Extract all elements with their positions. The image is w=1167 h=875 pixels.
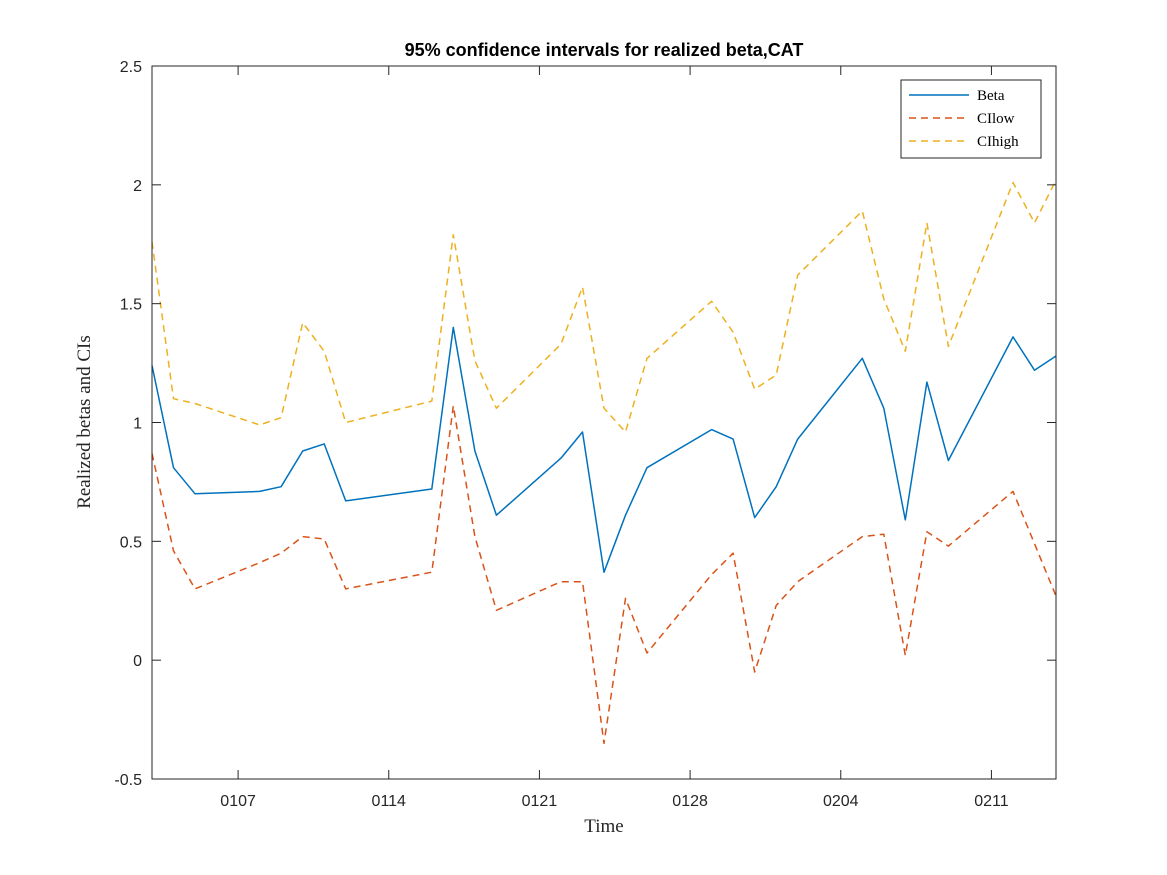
legend-label-beta: Beta	[977, 88, 1005, 104]
chart-title: 95% confidence intervals for realized be…	[405, 40, 804, 60]
series-layer	[151, 179, 1057, 745]
legend-box	[900, 79, 1042, 159]
y-tick-label: 0.5	[120, 534, 142, 551]
x-tick-label: 0107	[220, 793, 256, 810]
series-line-beta	[151, 326, 1057, 573]
series-line-cihigh	[151, 179, 1057, 433]
y-axis: -0.5 0 0.5 1 1.5 2 2.5	[114, 59, 1056, 789]
y-tick-label: -0.5	[114, 772, 142, 789]
legend[interactable]: Beta CIlow CIhigh	[900, 79, 1042, 159]
x-axis-label: Time	[584, 816, 623, 837]
x-tick-label: 0121	[522, 793, 558, 810]
legend-label-cihigh: CIhigh	[977, 134, 1019, 150]
x-tick-label: 0204	[823, 793, 859, 810]
y-axis-label: Realized betas and CIs	[74, 335, 95, 509]
y-tick-label: 1.5	[120, 297, 142, 314]
y-tick-label: 2	[133, 178, 142, 195]
y-tick-label: 2.5	[120, 59, 142, 76]
x-axis: 0107 0114 0121 0128 0204 0211	[220, 66, 1009, 810]
y-tick-label: 1	[133, 416, 142, 433]
x-tick-label: 0128	[672, 793, 708, 810]
y-tick-label: 0	[133, 653, 142, 670]
x-tick-label: 0114	[372, 793, 407, 810]
series-line-cilow	[151, 405, 1057, 745]
legend-label-cilow: CIlow	[977, 111, 1015, 127]
plot-background	[152, 66, 1056, 779]
x-tick-label: 0211	[974, 793, 1009, 810]
